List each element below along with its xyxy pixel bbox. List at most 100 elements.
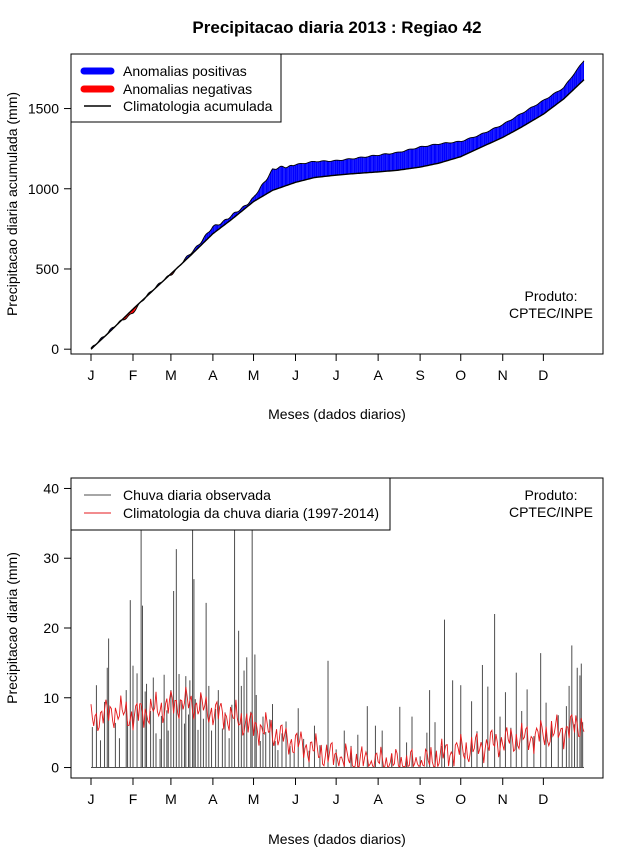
positive-anomaly-segment: [447, 142, 449, 161]
positive-anomaly-segment: [493, 127, 495, 142]
positive-anomaly-segment: [394, 152, 396, 171]
positive-anomaly-segment: [570, 77, 572, 93]
positive-anomaly-segment: [267, 176, 269, 194]
positive-anomaly-segment: [466, 138, 468, 155]
positive-anomaly-segment: [543, 99, 545, 115]
positive-anomaly-segment: [529, 107, 532, 123]
positive-anomaly-segment: [432, 144, 434, 165]
positive-anomaly-segment: [332, 160, 334, 176]
positive-anomaly-segment: [352, 158, 354, 174]
cumulative-y-axis: 0 500 1000 1500: [28, 101, 72, 357]
positive-anomaly-segment: [555, 91, 557, 106]
positive-anomaly-segment: [436, 144, 438, 164]
positive-anomaly-segment: [355, 158, 357, 174]
legend-climatology-label: Climatologia acumulada: [123, 98, 273, 114]
positive-anomaly-segment: [528, 108, 530, 123]
positive-anomaly-segment: [300, 163, 303, 181]
positive-anomaly-segment: [299, 163, 301, 182]
positive-anomaly-segment: [482, 132, 484, 147]
positive-anomaly-segment: [326, 161, 329, 177]
positive-anomaly-segment: [448, 142, 450, 161]
positive-anomaly-segment: [345, 158, 347, 175]
positive-anomaly-segment: [330, 161, 333, 176]
positive-anomaly-segment: [407, 149, 410, 169]
chart-title: Precipitacao diaria 2013 : Regiao 42: [192, 18, 481, 37]
positive-anomaly-segment: [337, 160, 339, 176]
positive-anomaly-segment: [433, 144, 436, 165]
x-tick-label: J: [88, 791, 95, 807]
positive-anomaly-segment: [439, 144, 441, 164]
positive-anomaly-segment: [338, 160, 341, 175]
positive-anomaly-segment: [364, 157, 366, 173]
positive-anomaly-segment: [453, 141, 456, 159]
legend-positive-label: Anomalias positivas: [123, 63, 247, 79]
positive-anomaly-segment: [456, 141, 459, 158]
positive-anomaly-segment: [525, 110, 528, 125]
positive-anomaly-segment: [441, 143, 444, 163]
positive-anomaly-segment: [505, 121, 507, 136]
x-tick-label: M: [248, 791, 260, 807]
positive-anomaly-segment: [376, 155, 379, 173]
positive-anomaly-segment: [474, 136, 476, 151]
y-tick-label: 500: [36, 261, 60, 277]
positive-anomaly-segment: [582, 60, 584, 81]
positive-anomaly-segment: [286, 167, 288, 186]
positive-anomaly-segment: [578, 65, 580, 85]
positive-anomaly-segment: [388, 154, 391, 171]
positive-anomaly-segment: [334, 160, 337, 176]
positive-anomaly-segment: [357, 157, 360, 174]
positive-anomaly-segment: [483, 132, 486, 147]
positive-anomaly-segment: [520, 113, 522, 128]
x-tick-label: N: [498, 367, 508, 383]
x-tick-label: D: [538, 367, 548, 383]
positive-anomaly-segment: [490, 129, 492, 143]
positive-anomaly-segment: [548, 96, 551, 111]
positive-anomaly-segment: [451, 142, 453, 160]
positive-anomaly-segment: [527, 109, 529, 124]
positive-anomaly-segment: [559, 89, 561, 102]
positive-anomaly-segment: [344, 159, 346, 175]
positive-anomaly-segment: [581, 62, 583, 83]
positive-anomaly-segment: [477, 135, 479, 150]
positive-anomaly-segment: [277, 167, 280, 189]
positive-anomaly-segment: [336, 160, 338, 176]
positive-anomaly-segment: [359, 157, 361, 174]
positive-anomaly-segment: [273, 169, 276, 190]
positive-anomaly-segment: [365, 156, 368, 173]
positive-anomaly-segment: [328, 161, 330, 177]
positive-anomaly-segment: [314, 161, 316, 178]
positive-anomaly-segment: [367, 156, 369, 173]
positive-anomaly-segment: [417, 147, 419, 168]
positive-anomaly-segment: [298, 163, 300, 182]
positive-anomaly-segment: [422, 146, 425, 167]
positive-anomaly-segment: [546, 98, 548, 113]
positive-anomaly-segment: [425, 146, 427, 166]
positive-anomaly-segment: [291, 165, 293, 184]
daily-chart: 0 10 20 30 40 J F M A M J J A S O N D Precipitacao diar…: [4, 477, 604, 847]
positive-anomaly-segment: [521, 112, 524, 127]
positive-anomaly-segment: [283, 166, 285, 187]
positive-anomaly-segment: [566, 81, 568, 97]
positive-anomaly-segment: [540, 100, 543, 116]
daily-legend-box: [70, 477, 391, 531]
y-tick-label: 30: [43, 550, 59, 566]
x-tick-label: S: [415, 791, 424, 807]
positive-anomaly-segment: [445, 142, 448, 162]
positive-anomaly-segment: [452, 142, 454, 160]
positive-anomaly-segment: [563, 85, 566, 99]
positive-anomaly-segment: [500, 125, 502, 139]
positive-anomaly-segment: [309, 161, 311, 179]
positive-anomaly-segment: [567, 80, 570, 96]
positive-anomaly-segment: [371, 155, 373, 173]
positive-anomaly-segment: [514, 116, 517, 131]
daily-product-label: Produto:: [525, 487, 578, 503]
x-tick-label: A: [373, 367, 383, 383]
positive-anomaly-segment: [390, 153, 392, 171]
positive-anomaly-segment: [463, 140, 465, 156]
positive-anomaly-segment: [280, 166, 282, 188]
daily-product-source: CPTEC/INPE: [509, 504, 593, 520]
positive-anomaly-segment: [397, 152, 399, 171]
positive-anomaly-segment: [264, 181, 266, 196]
positive-anomaly-segment: [550, 95, 552, 110]
